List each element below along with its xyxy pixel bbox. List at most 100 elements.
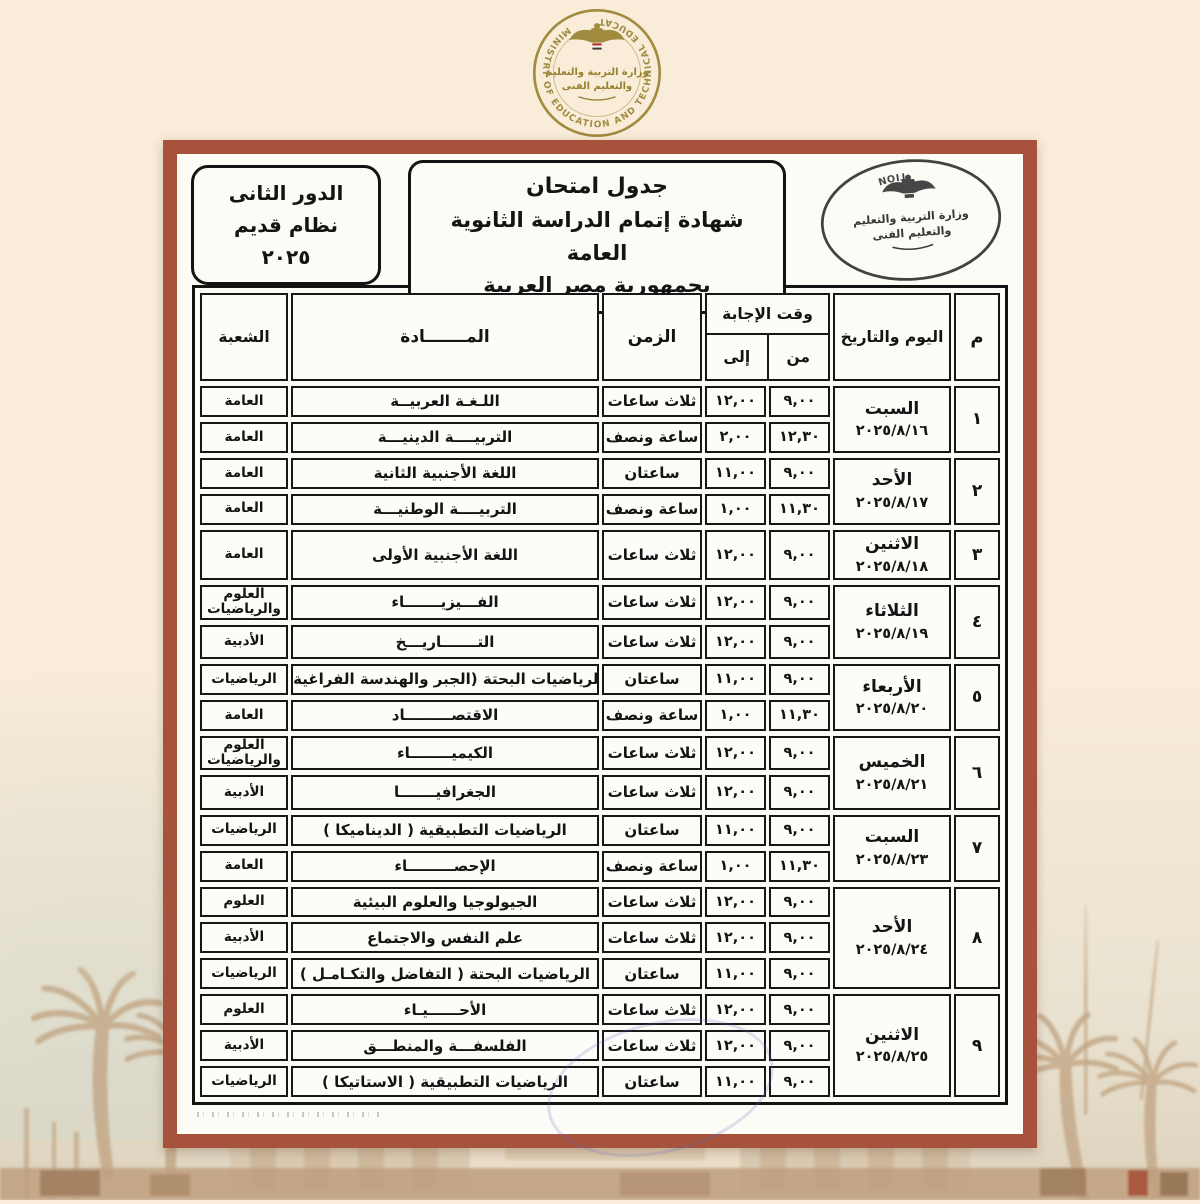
header-duration: الزمن: [602, 293, 702, 381]
time-to-cell: ١,٠٠: [705, 493, 766, 525]
subject-row: ١١,٣٠ ١,٠٠ ساعة ونصف الإحصـــــــــاء ال…: [200, 850, 830, 882]
duration-cell: ثلاث ساعات: [602, 585, 702, 620]
day-name: الاثنين: [864, 1024, 920, 1045]
subject-row: ٩,٠٠ ١١,٠٠ ساعتان الرياضيات البحتة ( الت…: [200, 958, 830, 990]
subject-cell: التربيــــة الوطنيـــة: [291, 493, 599, 525]
day-date-cell: الأحد ٢٠٢٥/٨/٢٤: [833, 886, 951, 990]
time-to-cell: ١٢,٠٠: [705, 994, 766, 1026]
time-from-cell: ٩,٠٠: [769, 814, 830, 846]
day-date: ٢٠٢٥/٨/٢١: [855, 776, 929, 793]
schedule-document: MINISTRY OF EDUCATION AND TECHNICAL EDUC…: [163, 140, 1037, 1179]
stamp-eagle-icon: [882, 174, 936, 199]
day-name: السبت: [864, 827, 920, 848]
duration-cell: ثلاث ساعات: [602, 529, 702, 581]
day-number-cell: ١: [954, 386, 1000, 453]
schedule-day-group: ٢ الأحد ٢٠٢٥/٨/١٧ ٩,٠٠ ١١,٠٠ ساعتان اللغ…: [200, 457, 1000, 525]
subject-row: ٩,٠٠ ١١,٠٠ ساعتان الرياضيات التطبيقية ( …: [200, 814, 830, 846]
header-day-date: اليوم والتاريخ: [833, 293, 951, 381]
duration-cell: ساعتان: [602, 1066, 702, 1097]
branch-cell: العامة: [200, 386, 288, 417]
stamp-arabic-1: وزارة التربية والتعليم: [853, 207, 970, 228]
day-date-cell: الأربعاء ٢٠٢٥/٨/٢٠: [833, 664, 951, 731]
eagle-icon: [569, 23, 625, 50]
duration-cell: ساعة ونصف: [602, 699, 702, 731]
time-from-cell: ٩,٠٠: [769, 735, 830, 771]
subject-cell: الفـــيزيـــــــاء: [291, 585, 599, 620]
time-from-cell: ٩,٠٠: [769, 994, 830, 1026]
day-name: الأحد: [871, 470, 913, 491]
subject-row: ٩,٠٠ ١٢,٠٠ ثلاث ساعات الكيميــــــــاء ا…: [200, 735, 830, 771]
day-name: الأربعاء: [862, 676, 922, 697]
branch-cell: الرياضيات: [200, 664, 288, 695]
duration-cell: ساعتان: [602, 664, 702, 695]
schedule-day-group: ٣ الاثنين ٢٠٢٥/٨/١٨ ٩,٠٠ ١٢,٠٠ ثلاث ساعا…: [200, 529, 1000, 581]
subject-rows: ٩,٠٠ ١٢,٠٠ ثلاث ساعات الجيولوجيا والعلوم…: [200, 886, 830, 990]
paper: MINISTRY OF EDUCATION AND TECHNICAL EDUC…: [177, 150, 1023, 1179]
day-number-cell: ٥: [954, 664, 1000, 731]
subject-rows: ٩,٠٠ ١٢,٠٠ ثلاث ساعات الأحــــــيـاء الع…: [200, 994, 830, 1097]
time-to-cell: ١٢,٠٠: [705, 922, 766, 954]
subject-row: ١١,٣٠ ١,٠٠ ساعة ونصف الاقتصـــــــــاد ا…: [200, 699, 830, 731]
subject-rows: ٩,٠٠ ١١,٠٠ ساعتان الرياضيات البحتة (الجب…: [200, 664, 830, 731]
branch-cell: العلوم: [200, 994, 288, 1026]
duration-cell: ساعتان: [602, 457, 702, 489]
subject-row: ٩,٠٠ ١٢,٠٠ ثلاث ساعات الجغرافيـــــــا ا…: [200, 775, 830, 810]
time-to-cell: ١,٠٠: [705, 699, 766, 731]
subject-rows: ٩,٠٠ ١١,٠٠ ساعتان الرياضيات التطبيقية ( …: [200, 814, 830, 882]
day-date: ٢٠٢٥/٨/٢٣: [855, 851, 929, 868]
faint-footnote-marks: [197, 1112, 383, 1117]
time-from-cell: ٩,٠٠: [769, 664, 830, 695]
subject-rows: ٩,٠٠ ١٢,٠٠ ثلاث ساعات الكيميــــــــاء ا…: [200, 735, 830, 810]
branch-cell: العامة: [200, 699, 288, 731]
branch-cell: العامة: [200, 850, 288, 882]
subject-cell: الرياضيات البحتة ( التفاضل والتكـامـل ): [291, 958, 599, 990]
subject-cell: اللـغـة العربيــة: [291, 386, 599, 417]
time-to-cell: ١٢,٠٠: [705, 585, 766, 620]
branch-cell: الرياضيات: [200, 1066, 288, 1097]
time-to-cell: ١,٠٠: [705, 850, 766, 882]
branch-cell: العامة: [200, 529, 288, 581]
time-to-cell: ٢,٠٠: [705, 421, 766, 453]
schedule-day-group: ٦ الخميس ٢٠٢٥/٨/٢١ ٩,٠٠ ١٢,٠٠ ثلاث ساعات…: [200, 735, 1000, 810]
header-answer-time-group: وقت الإجابة من إلى: [705, 293, 830, 381]
time-from-cell: ٩,٠٠: [769, 585, 830, 620]
header-number: م: [954, 293, 1000, 381]
subject-row: ٩,٠٠ ١١,٠٠ ساعتان الرياضيات التطبيقية ( …: [200, 1066, 830, 1097]
duration-cell: ثلاث ساعات: [602, 735, 702, 771]
stamp-arabic-2: والتعليم الفنى: [872, 224, 952, 242]
subject-cell: اللغة الأجنبية الأولى: [291, 529, 599, 581]
branch-cell: الأدبية: [200, 1030, 288, 1062]
day-number-cell: ٧: [954, 814, 1000, 882]
time-from-cell: ١١,٣٠: [769, 850, 830, 882]
branch-cell: الرياضيات: [200, 814, 288, 846]
subject-cell: التـــــــاريـــخ: [291, 624, 599, 660]
duration-cell: ثلاث ساعات: [602, 386, 702, 417]
duration-cell: ساعة ونصف: [602, 493, 702, 525]
subject-row: ٩,٠٠ ١٢,٠٠ ثلاث ساعات الأحــــــيـاء الع…: [200, 994, 830, 1026]
duration-cell: ثلاث ساعات: [602, 624, 702, 660]
branch-cell: العامة: [200, 493, 288, 525]
schedule-day-group: ٩ الاثنين ٢٠٢٥/٨/٢٥ ٩,٠٠ ١٢,٠٠ ثلاث ساعا…: [200, 994, 1000, 1097]
subject-row: ٩,٠٠ ١٢,٠٠ ثلاث ساعات علم النفس والاجتما…: [200, 922, 830, 954]
day-number-cell: ٦: [954, 735, 1000, 810]
subject-row: ٩,٠٠ ١٢,٠٠ ثلاث ساعات اللغة الأجنبية الأ…: [200, 529, 830, 581]
duration-cell: ثلاث ساعات: [602, 775, 702, 810]
header-answer-time: وقت الإجابة: [705, 293, 830, 333]
day-number-cell: ٤: [954, 585, 1000, 660]
subject-cell: الكيميــــــــاء: [291, 735, 599, 771]
subject-cell: الفلسفـــة والمنطـــق: [291, 1030, 599, 1062]
day-date: ٢٠٢٥/٨/١٦: [855, 423, 929, 440]
exam-title-box: جدول امتحان شهادة إتمام الدراسة الثانوية…: [408, 160, 786, 314]
day-name: الثلاثاء: [865, 601, 919, 622]
duration-cell: ساعتان: [602, 814, 702, 846]
day-date: ٢٠٢٥/٨/٢٤: [855, 941, 929, 958]
time-from-cell: ٩,٠٠: [769, 958, 830, 990]
day-name: الاثنين: [864, 534, 920, 555]
subject-row: ٩,٠٠ ١٢,٠٠ ثلاث ساعات الجيولوجيا والعلوم…: [200, 886, 830, 918]
time-from-cell: ٩,٠٠: [769, 1066, 830, 1097]
title-line-1: جدول امتحان: [525, 174, 669, 199]
day-date: ٢٠٢٥/٨/٢٠: [855, 701, 929, 718]
time-to-cell: ١٢,٠٠: [705, 529, 766, 581]
time-from-cell: ٩,٠٠: [769, 457, 830, 489]
branch-cell: الأدبية: [200, 922, 288, 954]
